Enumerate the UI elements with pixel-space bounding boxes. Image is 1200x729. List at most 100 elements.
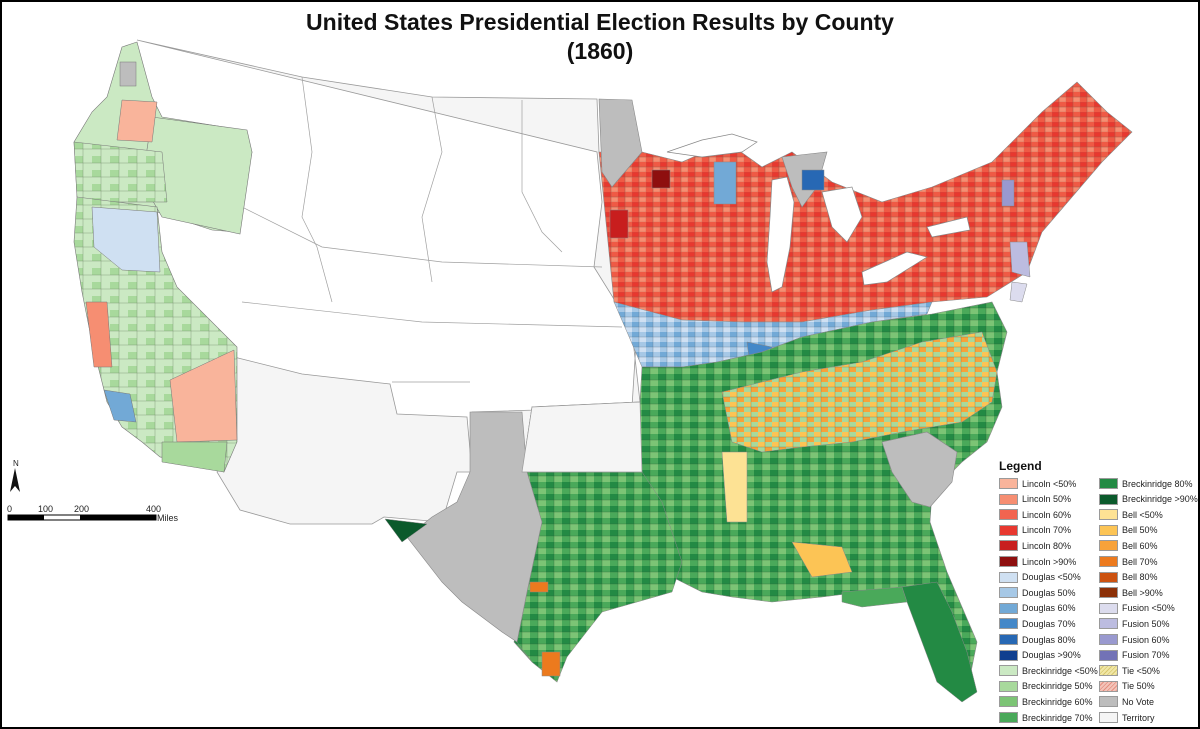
california-douglas-coast	[103, 389, 137, 423]
legend-label: Bell 60%	[1122, 540, 1158, 551]
legend-label: Lincoln 80%	[1022, 540, 1072, 551]
north-label: N	[13, 459, 19, 468]
lake-ontario	[926, 216, 971, 238]
legend-swatch	[1099, 712, 1118, 723]
legend-label: Breckinridge 70%	[1022, 712, 1093, 723]
legend-label: Fusion 70%	[1122, 650, 1170, 661]
legend-swatch	[999, 680, 1018, 692]
map-title: United States Presidential Election Resu…	[2, 8, 1198, 66]
legend-label: Fusion <50%	[1122, 603, 1175, 614]
legend-label: Territory	[1122, 712, 1155, 723]
california-lincoln-bay	[85, 301, 113, 368]
scale-tick-100: 100	[38, 504, 53, 514]
legend-swatch	[999, 712, 1018, 723]
legend-swatch	[999, 509, 1018, 521]
legend-item: Bell 70%	[1099, 555, 1158, 568]
legend-item: Breckinridge 60%	[999, 695, 1093, 708]
texas-bell-2	[529, 581, 549, 593]
territory-borders	[231, 76, 623, 383]
legend-swatch	[999, 478, 1018, 489]
lake-huron	[821, 186, 863, 243]
legend-label: Breckinridge 60%	[1022, 696, 1093, 707]
legend-swatch	[999, 696, 1018, 708]
california-douglas	[91, 206, 161, 273]
legend-swatch	[1099, 509, 1118, 521]
legend-label: Tie <50%	[1122, 665, 1160, 676]
legend-label: Douglas 60%	[1022, 603, 1076, 614]
scale-tick-200: 200	[74, 504, 89, 514]
legend-label: Bell <50%	[1122, 509, 1163, 520]
legend-swatch	[1099, 696, 1118, 708]
legend-label: Bell 70%	[1122, 556, 1158, 567]
legend-label: Lincoln >90%	[1022, 556, 1077, 567]
legend-swatch	[999, 524, 1018, 536]
legend-swatch	[1099, 634, 1118, 645]
legend-item: Fusion <50%	[1099, 602, 1175, 615]
legend-swatch	[999, 556, 1018, 567]
legend-label: Breckinridge <50%	[1022, 665, 1098, 676]
legend-item: Bell 80%	[1099, 571, 1158, 584]
scale-unit: Miles	[157, 513, 179, 523]
legend-item: Douglas >90%	[999, 649, 1081, 662]
legend-item: Lincoln >90%	[999, 555, 1076, 568]
legend-label: Lincoln <50%	[1022, 478, 1077, 489]
legend-item: Tie <50%	[1099, 664, 1160, 677]
western-oregon-counties	[73, 141, 168, 203]
legend-label: Lincoln 50%	[1022, 494, 1072, 505]
legend-label: Breckinridge 80%	[1122, 478, 1193, 489]
northern-states	[598, 81, 1133, 323]
legend-item: Lincoln 50%	[999, 493, 1071, 506]
legend-swatch	[999, 540, 1018, 552]
legend-swatch	[1099, 665, 1118, 677]
legend-item: Lincoln 70%	[999, 524, 1071, 537]
oregon-no-vote	[119, 61, 137, 87]
legend-label: Fusion 50%	[1122, 618, 1170, 629]
minnesota-dark-lincoln	[651, 169, 671, 189]
legend-item: Bell 60%	[1099, 539, 1158, 552]
wisconsin-douglas	[713, 161, 737, 205]
north-arrow-icon: N	[10, 459, 20, 492]
legend-item: Douglas 80%	[999, 633, 1076, 646]
legend-swatch	[1099, 680, 1118, 692]
legend-item: Douglas 60%	[999, 602, 1076, 615]
legend-item: Douglas 50%	[999, 586, 1076, 599]
indian-territory	[521, 401, 643, 473]
legend-title: Legend	[999, 459, 1042, 473]
legend-label: Douglas 80%	[1022, 634, 1076, 645]
legend-swatch	[1099, 571, 1118, 583]
legend-label: Breckinridge >90%	[1122, 494, 1198, 505]
legend-item: Breckinridge 80%	[1099, 477, 1193, 490]
legend-swatch	[1099, 618, 1118, 630]
lake-michigan	[766, 176, 795, 293]
legend-swatch	[1099, 540, 1118, 552]
legend-label: Douglas 50%	[1022, 587, 1076, 598]
bell-georgia	[791, 541, 853, 578]
california-lincoln-south	[169, 349, 238, 443]
legend-item: Territory	[1099, 711, 1155, 724]
legend-item: Douglas <50%	[999, 571, 1081, 584]
legend-swatch	[1099, 602, 1118, 614]
legend-label: Bell >90%	[1122, 587, 1163, 598]
vermont-fusion	[1001, 179, 1015, 207]
texas-breck	[516, 471, 683, 683]
legend-swatch	[999, 634, 1018, 645]
bell-mississippi	[721, 451, 748, 523]
wisconsin-dark-lincoln	[609, 209, 629, 239]
legend-item: Bell >90%	[1099, 586, 1163, 599]
legend-label: No Vote	[1122, 696, 1155, 707]
michigan-douglas	[801, 169, 825, 191]
map-title-line1: United States Presidential Election Resu…	[306, 9, 894, 35]
south-carolina-no-vote	[881, 431, 958, 508]
legend-swatch	[1099, 556, 1118, 567]
legend-item: No Vote	[1099, 695, 1154, 708]
lake-erie	[861, 251, 928, 286]
texas-west-no-vote	[406, 411, 543, 643]
legend-item: Breckinridge <50%	[999, 664, 1098, 677]
scale-tick-0: 0	[7, 504, 12, 514]
legend-swatch	[999, 618, 1018, 630]
legend-swatch	[999, 493, 1018, 505]
legend-swatch	[999, 665, 1018, 677]
legend-item: Fusion 60%	[1099, 633, 1170, 646]
